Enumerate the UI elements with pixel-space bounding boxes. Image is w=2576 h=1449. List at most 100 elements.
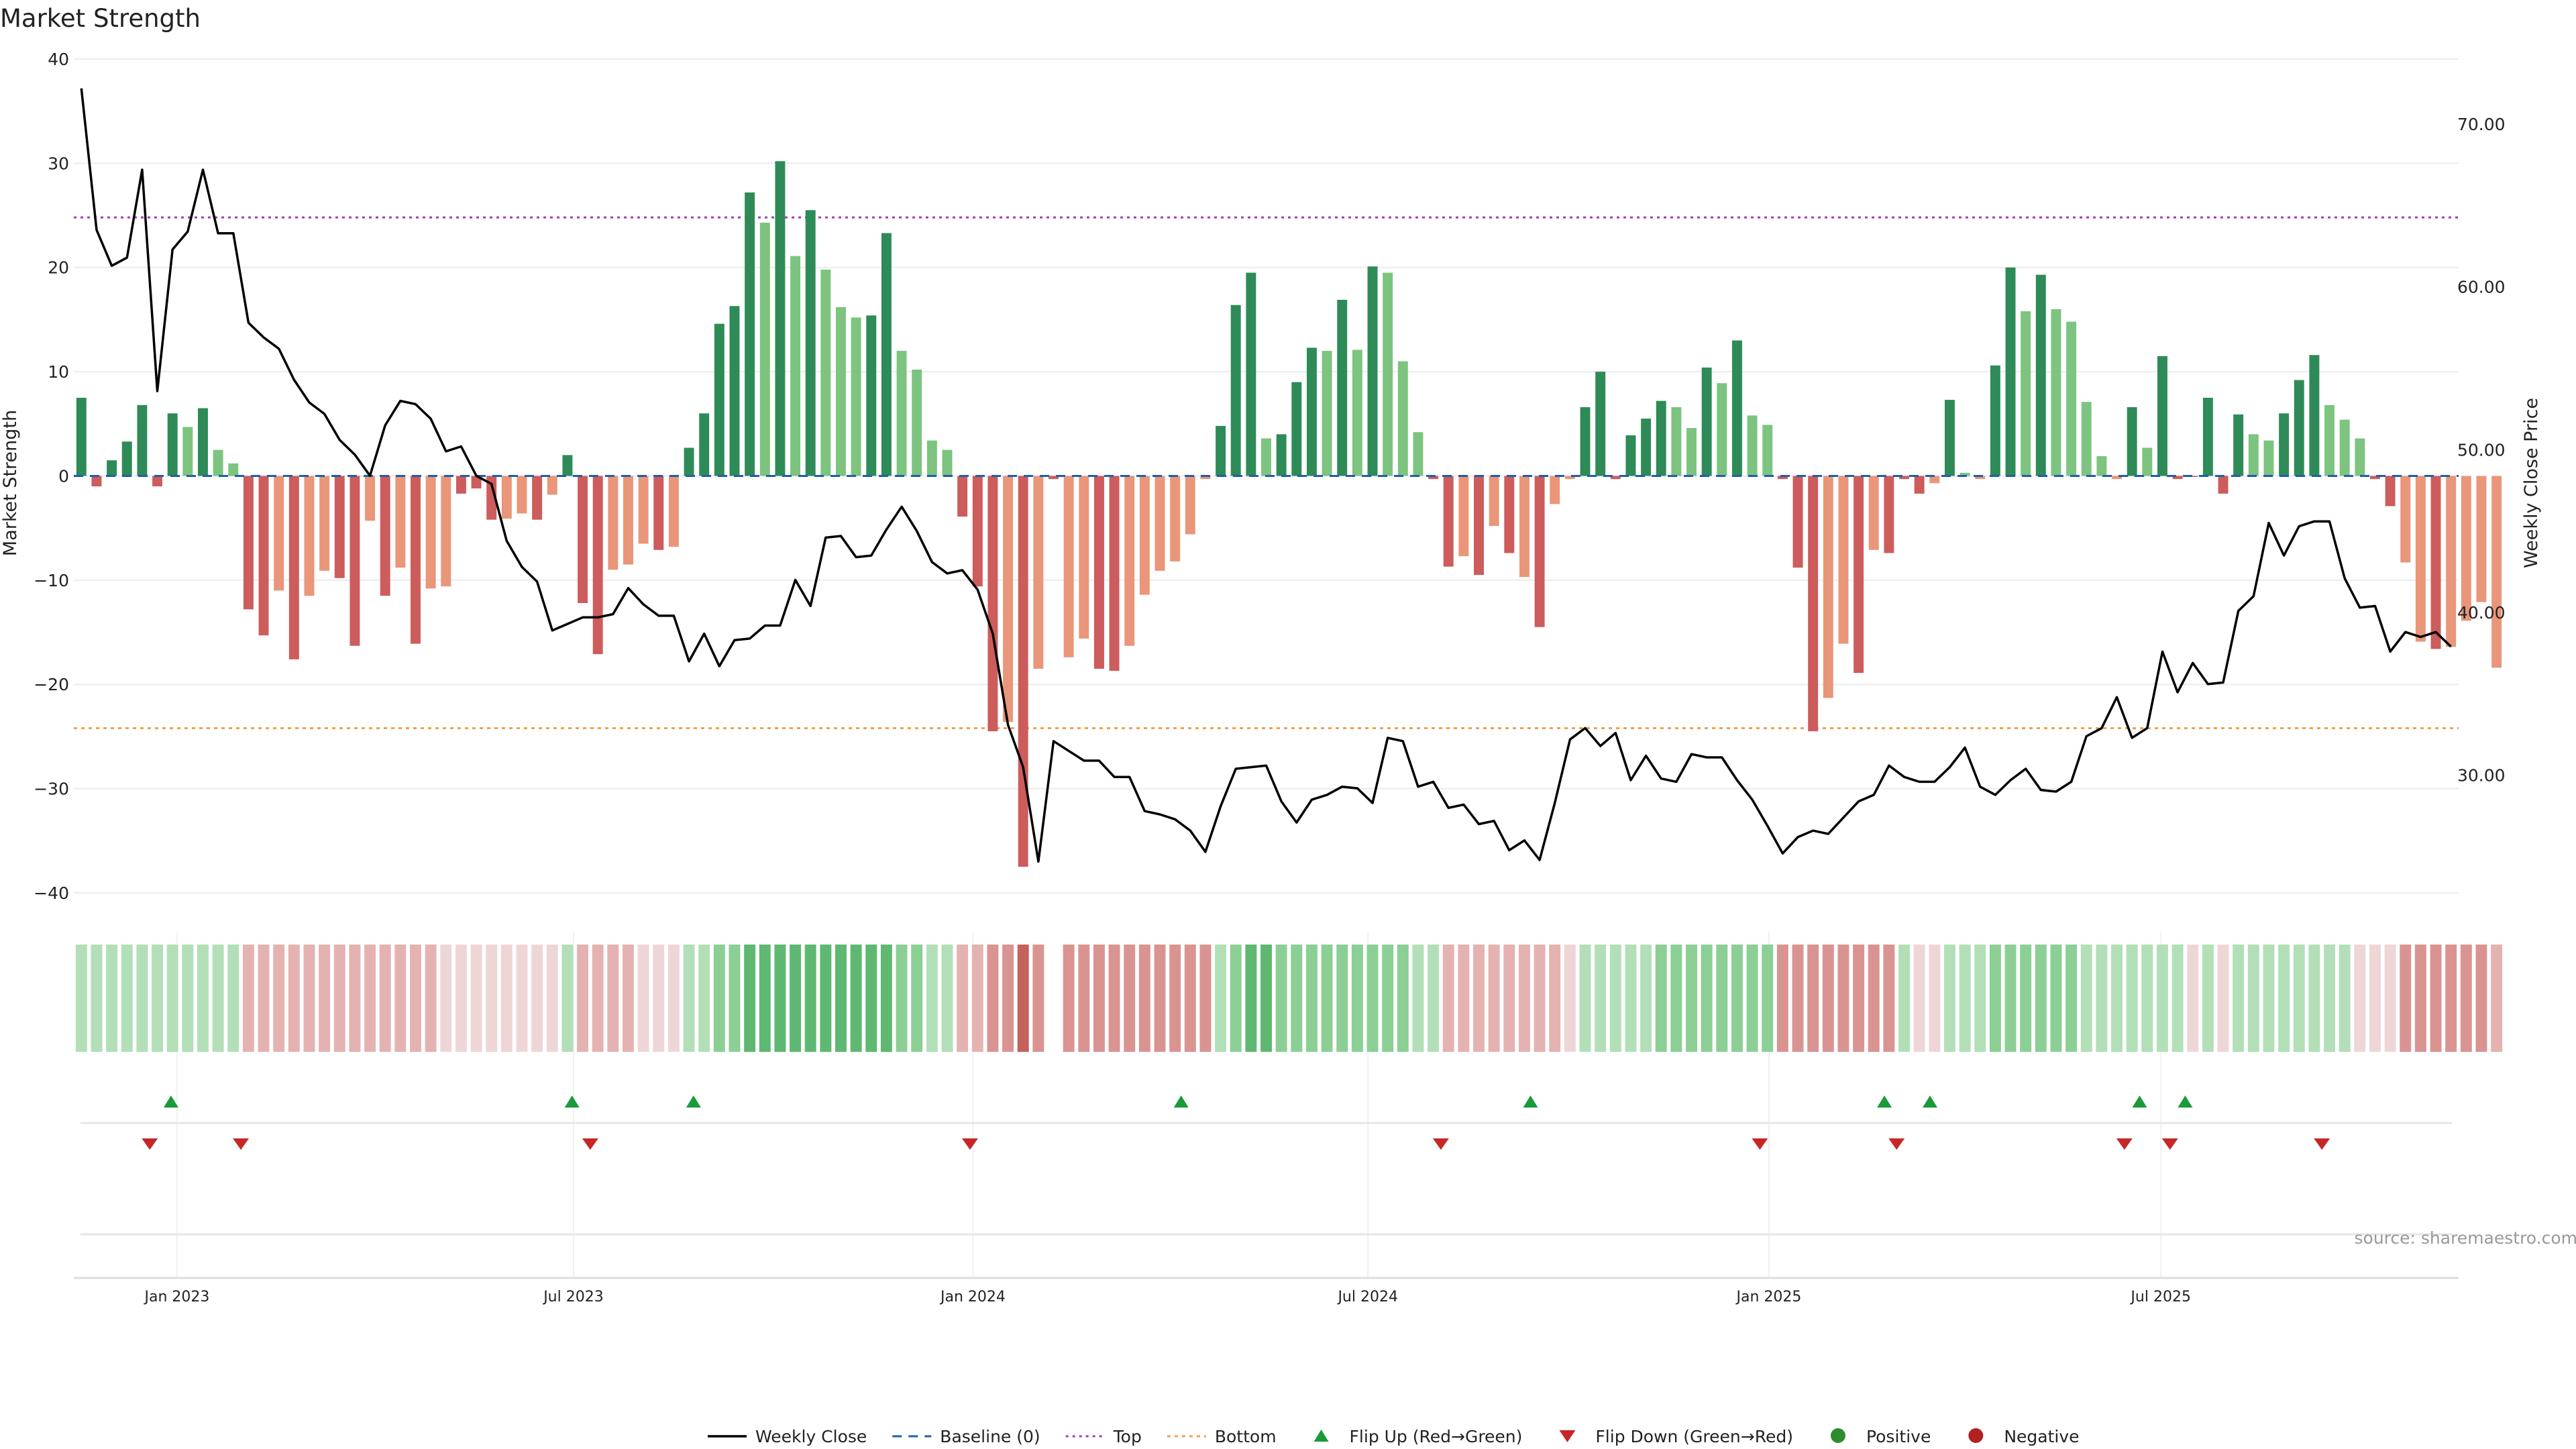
strength-bar <box>2491 476 2502 668</box>
strength-bar <box>304 476 315 596</box>
regime-cell <box>1807 945 1819 1052</box>
regime-cell <box>379 945 391 1052</box>
regime-cell <box>1078 945 1090 1052</box>
strength-bar <box>455 476 466 494</box>
strength-bar <box>243 476 254 610</box>
legend-label: Weekly Close <box>755 1427 867 1446</box>
regime-cell <box>2414 945 2426 1052</box>
regime-cell <box>242 945 254 1052</box>
strength-bar <box>334 476 345 578</box>
strength-bar <box>1868 476 1879 550</box>
regime-cell <box>1260 945 1272 1052</box>
regime-cell <box>410 945 421 1052</box>
strength-bar <box>1139 476 1150 595</box>
strength-bar <box>1686 427 1697 476</box>
strength-bar <box>562 455 573 476</box>
regime-cell <box>2247 945 2259 1052</box>
strength-bar <box>957 476 968 517</box>
strength-bar <box>197 408 208 476</box>
regime-cell <box>1108 945 1120 1052</box>
strength-bar <box>866 315 877 476</box>
regime-cell <box>531 945 543 1052</box>
regime-cell <box>2233 945 2245 1052</box>
strength-bar <box>1276 434 1287 476</box>
strength-bar <box>972 476 983 587</box>
strength-bar <box>2066 321 2077 476</box>
regime-cell <box>2020 945 2032 1052</box>
regime-cell <box>1169 945 1181 1052</box>
legend-label: Top <box>1113 1427 1142 1446</box>
strength-bar <box>926 440 937 476</box>
strength-bar <box>380 476 390 596</box>
regime-cell <box>440 945 452 1052</box>
y-tick-label: 0 <box>58 466 69 486</box>
y-tick-label: −20 <box>34 675 69 694</box>
strength-bar <box>1504 476 1515 553</box>
regime-cell <box>667 945 680 1052</box>
flip-down-marker <box>1752 1138 1768 1150</box>
regime-cell <box>2263 945 2275 1052</box>
strength-bar <box>1944 400 1955 476</box>
regime-cell <box>1063 945 1075 1052</box>
regime-cell <box>273 945 285 1052</box>
regime-cell <box>1686 945 1697 1052</box>
strength-bar <box>942 449 953 476</box>
strength-bar <box>1808 476 1819 732</box>
regime-cell <box>957 945 969 1052</box>
strength-bar <box>1747 415 1758 476</box>
regime-cell <box>561 945 574 1052</box>
strength-bar <box>1018 476 1028 867</box>
regime-cell <box>1609 945 1621 1052</box>
regime-cell <box>333 945 345 1052</box>
strength-bar <box>1458 476 1469 557</box>
strength-bar <box>288 476 299 659</box>
strength-bar <box>1792 476 1803 568</box>
y2-axis-label: Weekly Close Price <box>2521 398 2542 568</box>
strength-bar <box>699 413 710 476</box>
strength-bar <box>608 476 619 570</box>
regime-cell <box>2065 945 2078 1052</box>
flip-down-marker <box>582 1138 598 1150</box>
regime-cell <box>1655 945 1667 1052</box>
regime-cell <box>364 945 376 1052</box>
strength-bar <box>1246 272 1256 476</box>
regime-cell <box>152 945 164 1052</box>
legend-label: Positive <box>1866 1427 1931 1446</box>
strength-bars <box>74 161 2502 867</box>
regime-cell <box>1366 945 1379 1052</box>
regime-cell <box>1382 945 1394 1052</box>
regime-cell <box>1701 945 1713 1052</box>
flip-up-marker <box>2132 1095 2147 1108</box>
regime-cell <box>1959 945 1971 1052</box>
regime-cell <box>182 945 194 1052</box>
regime-cell <box>607 945 619 1052</box>
x-tick-label: Jul 2024 <box>1336 1289 1398 1305</box>
strength-bar <box>2369 476 2380 480</box>
flip-up-marker <box>564 1095 580 1108</box>
regime-cell <box>1670 945 1682 1052</box>
strength-bar <box>1216 425 1226 476</box>
regime-cell <box>759 945 771 1052</box>
legend-item: Baseline (0) <box>892 1427 1040 1446</box>
strength-bar <box>759 222 770 476</box>
strength-bar <box>1564 476 1575 480</box>
regime-cell <box>1549 945 1561 1052</box>
strength-bar <box>790 256 801 476</box>
strength-bar <box>684 447 694 476</box>
weekly-close-line <box>80 88 2452 863</box>
regime-cell <box>455 945 467 1052</box>
regime-cell <box>1837 945 1849 1052</box>
strength-bar <box>2127 407 2137 476</box>
axes: Market Strength Weekly Close Price 40 30 2… <box>0 50 2542 903</box>
strength-bar <box>152 476 163 486</box>
regime-cell <box>1442 945 1454 1052</box>
strength-bar <box>1884 476 1894 553</box>
strength-bar <box>2476 476 2487 602</box>
strength-bar <box>1854 476 1864 674</box>
strength-bar <box>1261 438 1271 476</box>
x-tick-label: Jul 2025 <box>2129 1289 2191 1305</box>
strength-bar <box>714 323 724 476</box>
strength-bar <box>2005 267 2016 476</box>
strength-bar <box>258 476 269 636</box>
regime-cell <box>2126 945 2138 1052</box>
